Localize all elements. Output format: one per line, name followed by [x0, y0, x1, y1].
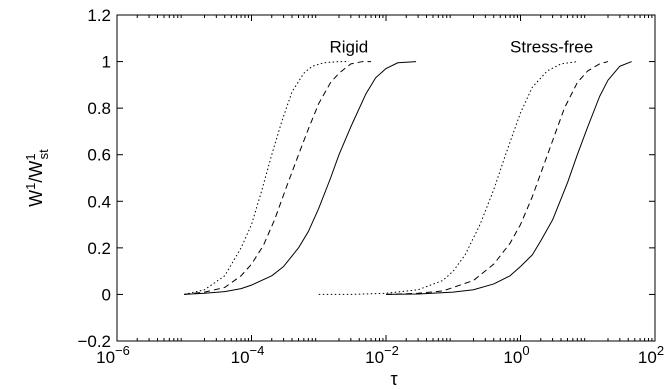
y-tick-label: 0.4: [87, 192, 111, 211]
y-tick-label: 0.6: [87, 146, 111, 165]
x-axis-label: τ: [390, 369, 397, 389]
annotation-label: Rigid: [329, 37, 368, 56]
series-line-rigid-dotted: [184, 61, 349, 295]
y-tick-label: 0.2: [87, 239, 111, 258]
x-axis: 10−6 10−4 10−2 100 102: [96, 15, 664, 367]
series-group: [184, 61, 632, 295]
series-line-rigid-dashed: [184, 61, 372, 295]
series-line-stress-free-dashed: [385, 61, 609, 295]
x-tick-label: 10−4: [231, 343, 265, 367]
x-tick-label: 10−2: [365, 343, 399, 367]
series-line-stress-free-solid: [385, 61, 632, 295]
annotation-label: Stress-free: [510, 37, 593, 56]
x-tick-label: 100: [503, 343, 529, 367]
plot-area: [116, 14, 656, 342]
y-tick-label: 0.8: [87, 99, 111, 118]
y-tick-label: 0: [102, 285, 111, 304]
y-axis: −0.2 0 0.2 0.4 0.6 0.8 1 1.2: [77, 6, 655, 351]
annotations: Rigid Stress-free: [329, 37, 593, 56]
series-line-rigid-solid: [184, 61, 417, 295]
y-tick-label: −0.2: [77, 332, 111, 351]
x-tick-label: 102: [638, 343, 664, 367]
y-tick-label: 1.2: [87, 6, 111, 25]
y-tick-label: 1: [102, 53, 111, 72]
x-tick-label: 10−6: [96, 343, 130, 367]
plot-frame: [116, 14, 656, 342]
y-axis-label: W1/W1st: [23, 149, 51, 207]
